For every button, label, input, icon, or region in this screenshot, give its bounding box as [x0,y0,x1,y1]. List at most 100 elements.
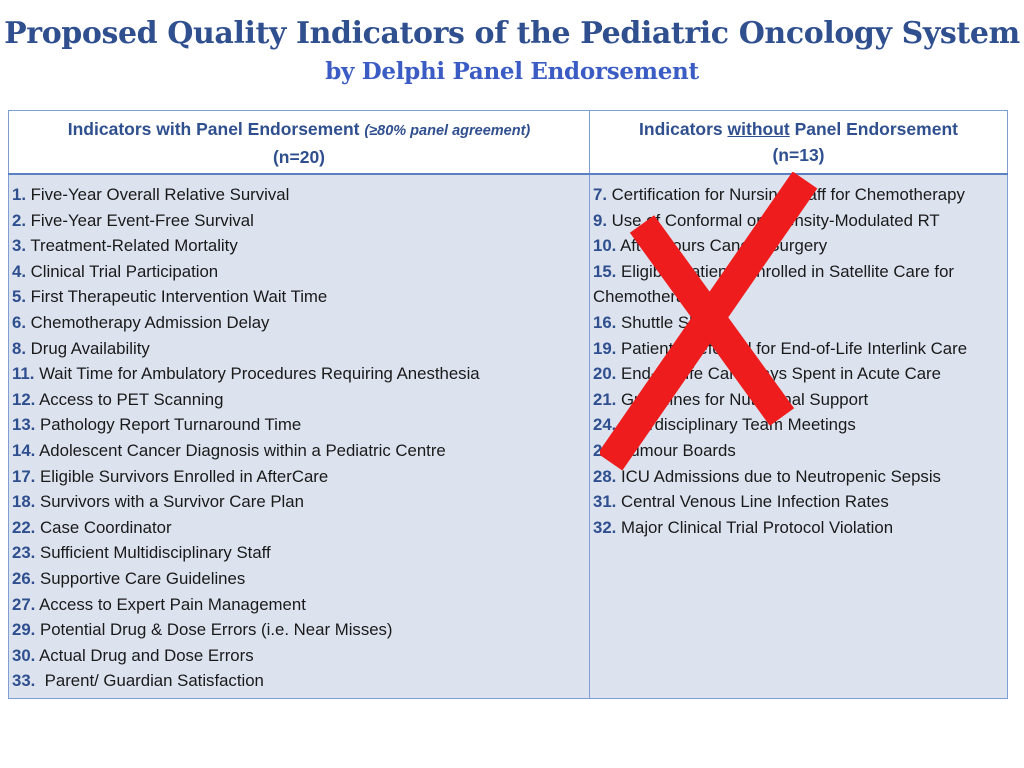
endorsed-header-agreement: (≥80% panel agreement) [364,123,531,139]
indicator-number: 30. [12,645,36,665]
indicator-number: 10. [593,236,617,256]
page-title: Proposed Quality Indicators of the Pedia… [4,16,1020,51]
list-item: 4. Clinical Trial Participation [12,259,586,285]
indicator-name: Central Venous Line Infection Rates [616,492,889,512]
indicator-name: Potential Drug & Dose Errors (i.e. Near … [35,620,393,640]
not-endorsed-header: Indicators without Panel Endorsement (n=… [589,110,1008,175]
indicator-number: 26. [12,568,36,588]
indicator-name: Patients Referred for End-of-Life Interl… [616,338,968,358]
indicator-number: 17. [12,466,36,486]
indicator-number: 19. [593,338,617,358]
indicator-number: 16. [593,312,617,332]
endorsed-header-label: Indicators with Panel Endorsement [67,119,365,139]
indicator-number: 11. [12,364,35,384]
list-item: 22. Case Coordinator [12,515,586,541]
list-item: 17. Eligible Survivors Enrolled in After… [12,464,586,490]
list-item: 19. Patients Referred for End-of-Life In… [593,336,1004,362]
list-item: 27. Access to Expert Pain Management [12,592,586,618]
list-item: 13. Pathology Report Turnaround Time [12,412,586,438]
list-item: 26. Supportive Care Guidelines [12,566,586,592]
list-item: 14. Adolescent Cancer Diagnosis within a… [12,438,586,464]
indicator-name: ICU Admissions due to Neutropenic Sepsis [616,466,941,486]
indicator-number: 14. [12,440,36,460]
list-item: 23. Sufficient Multidisciplinary Staff [12,540,586,566]
indicator-name: Five-Year Event-Free Survival [26,210,254,230]
indicator-number: 18. [12,492,36,512]
indicator-number: 2. [12,210,26,230]
indicator-number: 6. [12,312,26,332]
list-item: 7. Certification for Nursing Staff for C… [593,182,1004,208]
indicator-name: First Therapeutic Intervention Wait Time [26,287,328,307]
list-item: 12. Access to PET Scanning [12,387,586,413]
indicator-name: Eligible Survivors Enrolled in AfterCare [35,466,329,486]
list-item: 16. Shuttle Sheets [593,310,1004,336]
indicator-number: 33. [12,671,36,691]
indicator-number: 20. [593,364,617,384]
list-item: 30. Actual Drug and Dose Errors [12,643,586,669]
list-item: 31. Central Venous Line Infection Rates [593,489,1004,515]
list-item: 6. Chemotherapy Admission Delay [12,310,586,336]
list-item: 20. End-of-Life Care Days Spent in Acute… [593,361,1004,387]
indicator-number: 27. [12,594,36,614]
indicator-number: 3. [12,236,26,256]
indicator-name: Five-Year Overall Relative Survival [26,185,290,204]
not-endorsed-header-emphasis: without [727,119,790,139]
indicator-name: Drug Availability [26,338,150,358]
indicator-name: Shuttle Sheets [616,312,731,332]
indicator-number: 12. [12,389,36,409]
indicator-name: Major Clinical Trial Protocol Violation [616,517,894,537]
list-item: 32. Major Clinical Trial Protocol Violat… [593,515,1004,541]
indicator-name: Access to PET Scanning [35,389,224,409]
indicator-name: Tumour Boards [616,440,736,460]
endorsed-header-count: (n=20) [272,147,326,167]
list-item: 11. Wait Time for Ambulatory Procedures … [12,361,586,387]
indicator-name: Actual Drug and Dose Errors [35,645,254,665]
indicator-number: 22. [12,517,36,537]
indicator-name: Access to Expert Pain Management [35,594,306,614]
indicator-name: Supportive Care Guidelines [35,568,246,588]
page-subtitle: by Delphi Panel Endorsement [325,58,699,85]
list-item: 21. Guidelines for Nutritional Support [593,387,1004,413]
indicator-name: Interdisciplinary Team Meetings [616,415,856,435]
indicator-number: 32. [593,517,617,537]
indicator-name: Case Coordinator [35,517,172,537]
indicator-name: Survivors with a Survivor Care Plan [35,492,304,512]
indicator-number: 21. [593,389,617,409]
indicator-name: Wait Time for Ambulatory Procedures Requ… [34,364,480,384]
indicator-number: 25. [593,440,617,460]
indicator-number: 8. [12,338,26,358]
list-item: 25. Tumour Boards [593,438,1004,464]
table-body-row: 1. Five-Year Overall Relative Survival 2.… [8,173,1008,699]
indicator-name: Treatment-Related Mortality [26,236,238,256]
list-item: 8. Drug Availability [12,336,586,362]
indicator-name: Clinical Trial Participation [26,261,219,281]
indicator-number: 5. [12,287,26,307]
indicator-name: Certification for Nursing Staff for Chem… [607,185,965,204]
list-item: 33. Parent/ Guardian Satisfaction [12,668,586,694]
list-item: 2. Five-Year Event-Free Survival [12,208,586,234]
list-item: 18. Survivors with a Survivor Care Plan [12,489,586,515]
indicator-name: Sufficient Multidisciplinary Staff [35,543,271,563]
indicator-number: 31. [593,492,617,512]
indicator-name: Eligible Patients Enrolled in Satellite … [593,261,959,307]
indicator-number: 9. [593,210,607,230]
indicator-name: Adolescent Cancer Diagnosis within a Ped… [35,440,446,460]
indicator-number: 24. [593,415,617,435]
not-endorsed-header-prefix: Indicators [639,119,728,139]
indicator-number: 15. [593,261,617,281]
not-endorsed-header-suffix: Panel Endorsement [789,119,958,139]
list-item: 29. Potential Drug & Dose Errors (i.e. N… [12,617,586,643]
list-item: 15. Eligible Patients Enrolled in Satell… [593,259,1004,310]
table-header-row: Indicators with Panel Endorsement (≥80% … [8,110,1008,175]
list-item: 24. Interdisciplinary Team Meetings [593,412,1004,438]
not-endorsed-list: 7. Certification for Nursing Staff for C… [589,173,1008,699]
indicator-name: Chemotherapy Admission Delay [26,312,270,332]
indicator-table: Indicators with Panel Endorsement (≥80% … [8,110,1008,699]
list-item: 28. ICU Admissions due to Neutropenic Se… [593,464,1004,490]
indicator-name: Guidelines for Nutritional Support [616,389,869,409]
indicator-number: 23. [12,543,36,563]
indicator-name: After Hours Cancer Surgery [616,236,828,256]
indicator-name: Use of Conformal or Intensity-Modulated … [607,210,940,230]
indicator-number: 13. [12,415,36,435]
